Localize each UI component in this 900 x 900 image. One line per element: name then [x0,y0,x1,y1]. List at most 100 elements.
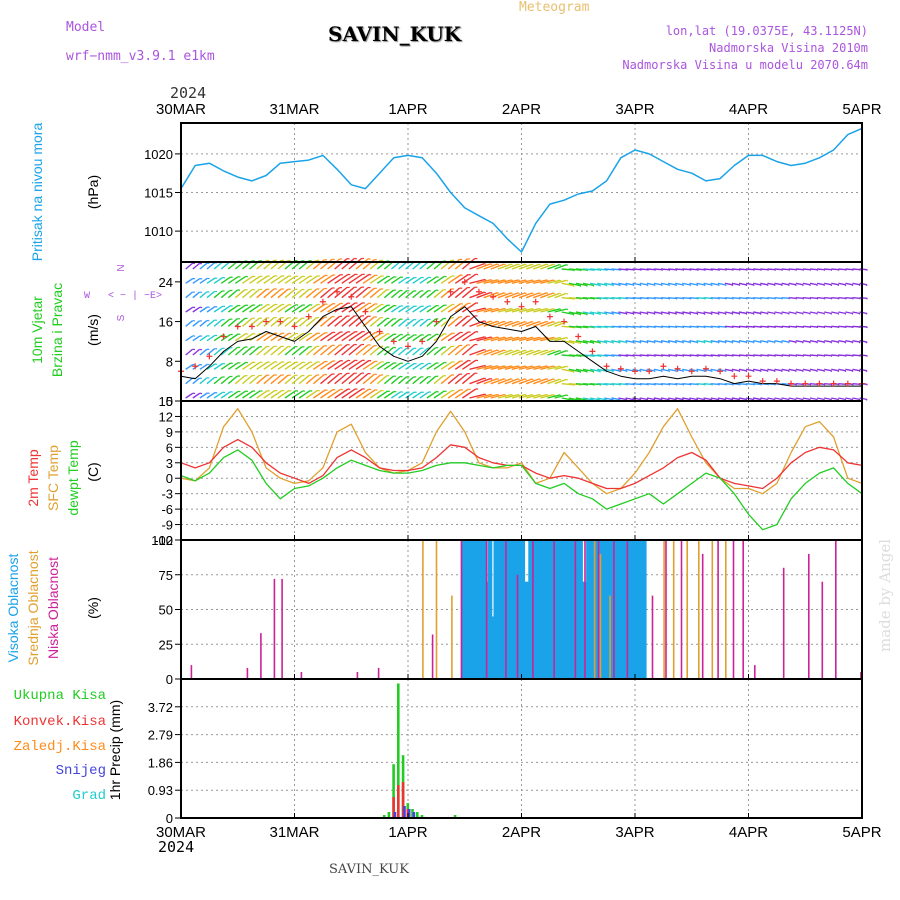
wind-barb [305,389,318,399]
wind-barb [327,373,341,385]
wind-barb [284,288,296,299]
wind-barb [419,261,429,270]
wind-barb [724,368,734,372]
wind-barb [376,346,388,356]
wind-barb [802,397,811,401]
wind-barb-feather [532,279,534,282]
precip-bar [397,785,400,818]
wind-barb [469,307,486,313]
wind-barb [398,334,408,342]
low-cloud-bar [754,665,756,679]
wind-barb [298,288,310,299]
wind-barb [362,373,375,385]
wind-barb [249,288,260,299]
wind-barb [788,268,797,271]
y-tick-label: 1015 [144,186,173,201]
high-cloud-bar [618,540,622,679]
x-tick-label-top: 4APR [729,101,768,118]
wind-barb-feather [566,308,569,311]
y-tick-label: -12 [154,533,173,548]
wind-barb [461,257,476,270]
wind-gust-marker [532,298,539,305]
wind-barb-feather [517,263,520,266]
wind-barb-feather [484,393,487,396]
wind-barb-feather [745,370,748,373]
wind-barb-feather [599,342,601,344]
wind-barb [291,333,304,342]
wind-gust-marker [461,278,468,285]
wind-barb [717,311,727,315]
y-tick-label: 0 [166,471,173,486]
wind-barb [795,354,804,357]
wind-barb [817,354,825,357]
wind-barb [838,268,847,271]
wind-barb [412,376,422,385]
mid-cloud-bar [422,540,424,679]
wind-barb [483,320,498,327]
wind-barb [376,289,388,299]
high-cloud-bar [634,540,637,679]
wind-barb [298,332,311,342]
wind-barb-feather [738,370,741,373]
wind-barb-feather [559,292,562,295]
wind-barb [185,392,194,399]
wind-barb [334,372,348,385]
wind-barb [398,376,408,385]
high-cloud-bar [551,540,554,679]
wind-barb [462,359,477,370]
year-top: 2024 [170,84,207,102]
high-cloud-label: Visoka Oblacnost [5,554,21,663]
wind-barb-feather [696,313,699,315]
wind-barb [738,268,748,271]
wind-barb-feather [566,350,569,352]
wind-gust-marker [816,380,823,387]
dewpoint-line [180,449,863,531]
precip-bar [382,815,386,818]
wind-gust-marker [561,318,568,325]
wind-barb-feather [559,308,562,311]
wind-barb [497,263,512,270]
wind-barb [533,349,547,356]
wind-barb [788,311,797,315]
wind-barb [604,397,614,401]
wind-barb [753,368,762,372]
wind-barb [540,292,554,299]
wind-barb [249,317,260,327]
wind-barb [511,263,526,270]
wind-barb [504,307,519,313]
wind-barb [788,297,797,299]
wind-barb-feather [517,349,520,352]
wind-barb-feather [531,292,534,295]
wind-barb [355,273,370,284]
wind-barb [639,340,649,343]
wind-barb-feather [511,365,514,368]
wind-barb [774,325,783,328]
wind-barb [199,320,208,327]
wind-barb [753,282,762,286]
high-cloud-bar [555,540,558,679]
wind-barb [809,282,818,286]
wind-gust-marker [575,333,582,340]
wind-barb [433,390,445,399]
high-cloud-bar [530,540,533,679]
wind-barb-feather [539,263,541,266]
wind-barb [781,297,790,299]
wind-barb [731,282,740,286]
wind-barb-feather [546,308,549,310]
wind-barb [859,268,868,271]
wind-barb [547,321,560,327]
wind-barb [504,320,519,327]
wind-barb-feather [766,341,769,344]
meteogram-label: Meteogram [519,0,590,15]
y-tick-label: 0 [166,672,173,687]
wind-barb [703,368,713,372]
wind-barb [213,391,224,399]
high-cloud-bar [466,540,470,679]
wind-barb [369,288,381,299]
wind-barb [526,393,540,399]
wind-barb [746,383,755,386]
wind-barb [305,332,318,342]
wind-barb [383,289,394,299]
high-cloud-bar [578,540,581,679]
wind-barb [277,361,290,370]
